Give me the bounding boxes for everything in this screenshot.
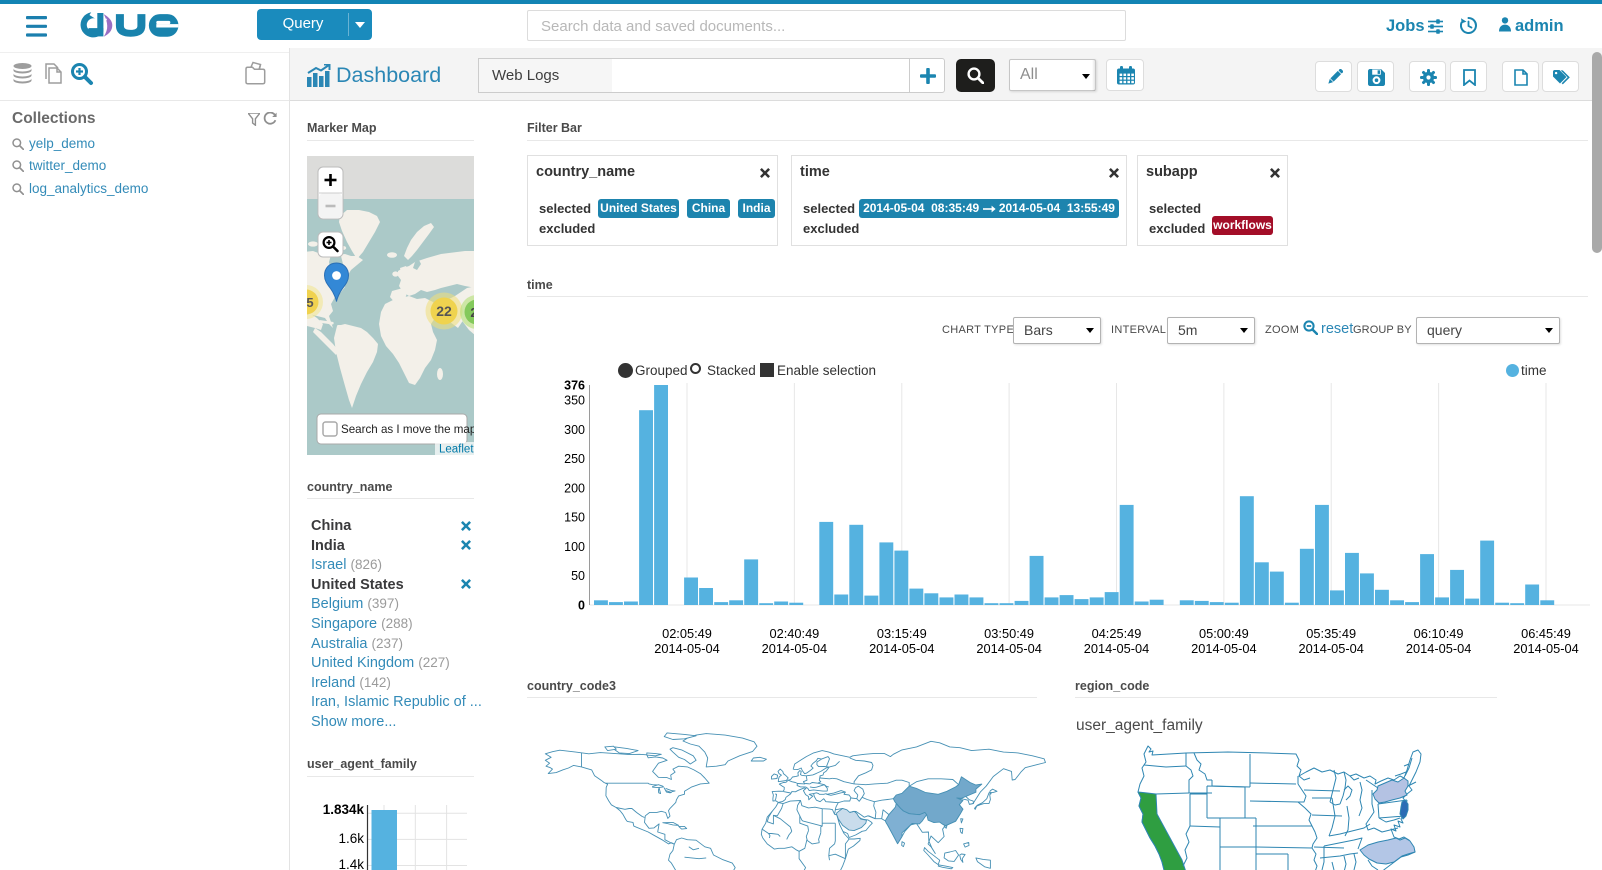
svg-text:06:45:49: 06:45:49 — [1521, 626, 1571, 641]
svg-text:04:25:49: 04:25:49 — [1092, 626, 1142, 641]
svg-text:2014-05-04: 2014-05-04 — [1191, 641, 1256, 656]
svg-text:100: 100 — [564, 540, 585, 554]
svg-text:1.6k: 1.6k — [338, 831, 364, 846]
svg-text:2014-05-04: 2014-05-04 — [1084, 641, 1149, 656]
svg-text:2014-05-04: 2014-05-04 — [1513, 641, 1578, 656]
svg-text:2014-05-04: 2014-05-04 — [654, 641, 719, 656]
svg-text:2014-05-04: 2014-05-04 — [762, 641, 827, 656]
svg-text:Search as I move the map: Search as I move the map — [341, 423, 474, 436]
svg-text:2014-05-04: 2014-05-04 — [1298, 641, 1363, 656]
svg-text:2014-05-04: 2014-05-04 — [1406, 641, 1471, 656]
svg-text:150: 150 — [564, 511, 585, 525]
svg-text:50: 50 — [571, 569, 585, 583]
svg-text:250: 250 — [564, 452, 585, 466]
svg-text:03:15:49: 03:15:49 — [877, 626, 927, 641]
svg-text:350: 350 — [564, 394, 585, 408]
svg-text:376: 376 — [564, 379, 585, 393]
svg-text:5: 5 — [307, 295, 314, 310]
svg-text:2014-05-04: 2014-05-04 — [869, 641, 934, 656]
svg-text:0: 0 — [578, 599, 585, 613]
svg-text:06:10:49: 06:10:49 — [1414, 626, 1464, 641]
svg-text:02:05:49: 02:05:49 — [662, 626, 712, 641]
svg-text:1.834k: 1.834k — [323, 802, 365, 817]
svg-text:03:50:49: 03:50:49 — [984, 626, 1034, 641]
svg-text:05:00:49: 05:00:49 — [1199, 626, 1249, 641]
svg-text:300: 300 — [564, 423, 585, 437]
svg-text:05:35:49: 05:35:49 — [1306, 626, 1356, 641]
svg-text:22: 22 — [436, 303, 452, 319]
svg-text:1.4k: 1.4k — [338, 857, 364, 870]
svg-text:Leaflet: Leaflet — [439, 444, 474, 456]
svg-text:2014-05-04: 2014-05-04 — [976, 641, 1041, 656]
svg-text:02:40:49: 02:40:49 — [769, 626, 819, 641]
svg-text:2: 2 — [470, 305, 474, 320]
svg-text:200: 200 — [564, 482, 585, 496]
